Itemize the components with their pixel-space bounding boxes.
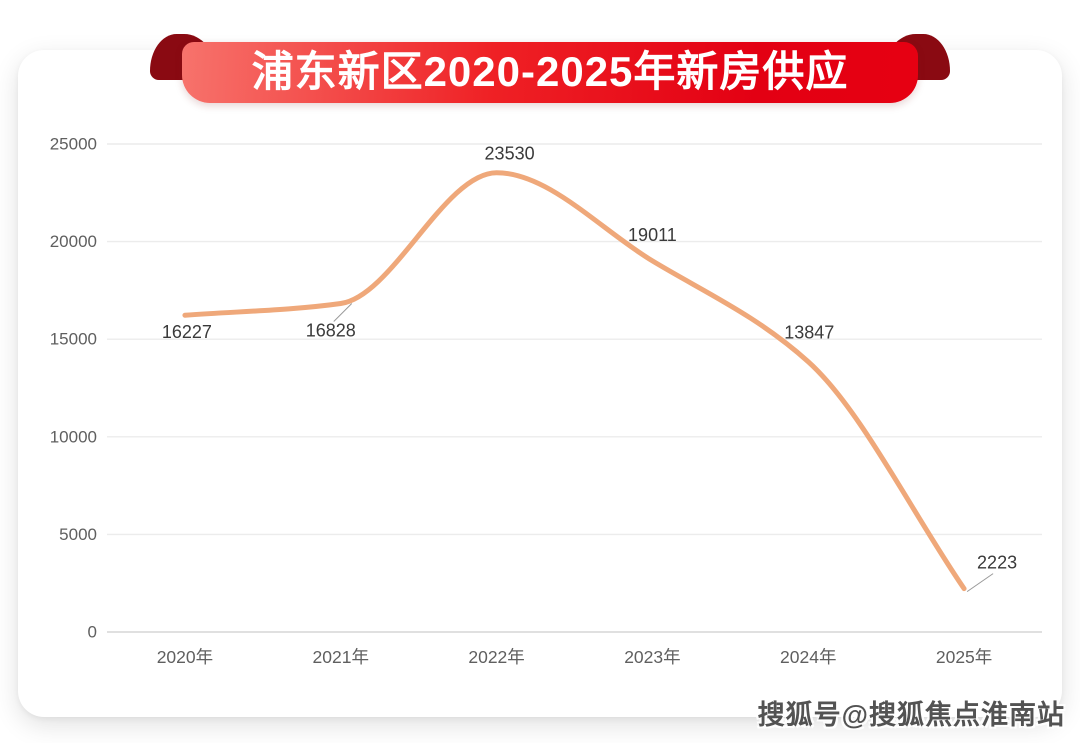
data-label: 23530 (485, 144, 535, 164)
chart-title: 浦东新区2020-2025年新房供应 (251, 47, 849, 95)
ribbon-body: 浦东新区2020-2025年新房供应 (182, 42, 918, 103)
watermark: 搜狐号@搜狐焦点淮南站 (757, 700, 1065, 730)
series-line (182, 170, 967, 592)
x-tick-label: 2023年 (624, 647, 680, 667)
y-tick-label: 10000 (50, 427, 97, 446)
data-label: 16227 (162, 322, 212, 342)
label-leader-line (966, 573, 994, 593)
y-tick-label: 5000 (59, 525, 97, 544)
y-tick-label: 0 (88, 623, 97, 642)
x-tick-label: 2024年 (780, 647, 836, 667)
data-label: 2223 (977, 553, 1017, 573)
y-tick-label: 25000 (50, 135, 97, 154)
data-label: 19011 (628, 225, 677, 245)
y-tick-label: 20000 (50, 232, 97, 251)
y-tick-label: 15000 (50, 330, 97, 349)
x-tick-label: 2021年 (313, 647, 369, 667)
title-ribbon: 浦东新区2020-2025年新房供应 (150, 30, 950, 110)
data-label: 16828 (306, 321, 356, 341)
data-label: 13847 (784, 323, 834, 343)
x-tick-label: 2025年 (936, 647, 992, 667)
x-tick-label: 2020年 (157, 647, 213, 667)
label-leader-line (333, 303, 353, 322)
chart-card (18, 50, 1062, 717)
x-tick-label: 2022年 (468, 647, 524, 667)
